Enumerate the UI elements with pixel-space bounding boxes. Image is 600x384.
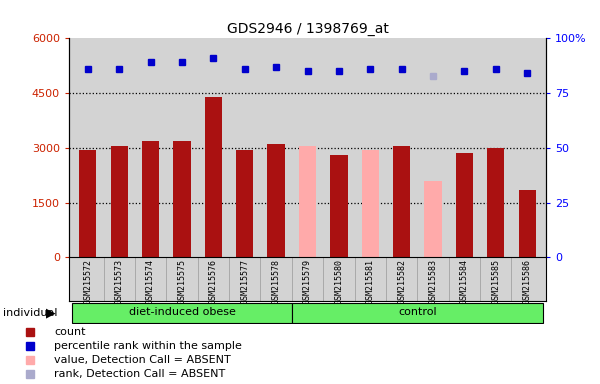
Bar [292,303,543,323]
Bar [142,141,159,257]
Text: control: control [398,308,437,318]
Bar [268,144,285,257]
Text: GSM215574: GSM215574 [146,260,155,305]
Text: rank, Detection Call = ABSENT: rank, Detection Call = ABSENT [54,369,225,379]
Text: percentile rank within the sample: percentile rank within the sample [54,341,242,351]
Text: ▶: ▶ [46,306,55,319]
Text: GSM215572: GSM215572 [83,260,92,305]
Bar [299,146,316,257]
Bar [79,150,97,257]
Bar [236,150,253,257]
Text: GSM215584: GSM215584 [460,260,469,305]
Bar [110,146,128,257]
Text: GSM215573: GSM215573 [115,260,124,305]
Text: diet-induced obese: diet-induced obese [128,308,235,318]
Title: GDS2946 / 1398769_at: GDS2946 / 1398769_at [227,22,388,36]
Bar [393,146,410,257]
Bar [518,190,536,257]
Text: value, Detection Call = ABSENT: value, Detection Call = ABSENT [54,355,231,365]
Text: GSM215585: GSM215585 [491,260,500,305]
Bar [205,97,222,257]
Text: GSM215577: GSM215577 [240,260,249,305]
Text: count: count [54,327,86,337]
Text: GSM215583: GSM215583 [428,260,437,305]
Text: GSM215576: GSM215576 [209,260,218,305]
Bar [330,155,347,257]
Text: GSM215580: GSM215580 [334,260,343,305]
Text: GSM215581: GSM215581 [366,260,375,305]
Bar [72,303,292,323]
Bar [362,150,379,257]
Text: GSM215575: GSM215575 [178,260,187,305]
Text: GSM215582: GSM215582 [397,260,406,305]
Text: GSM215579: GSM215579 [303,260,312,305]
Bar [487,148,505,257]
Text: GSM215578: GSM215578 [272,260,281,305]
Bar [424,181,442,257]
Text: GSM215586: GSM215586 [523,260,532,305]
Bar [456,153,473,257]
Bar [173,141,191,257]
Text: individual: individual [3,308,58,318]
